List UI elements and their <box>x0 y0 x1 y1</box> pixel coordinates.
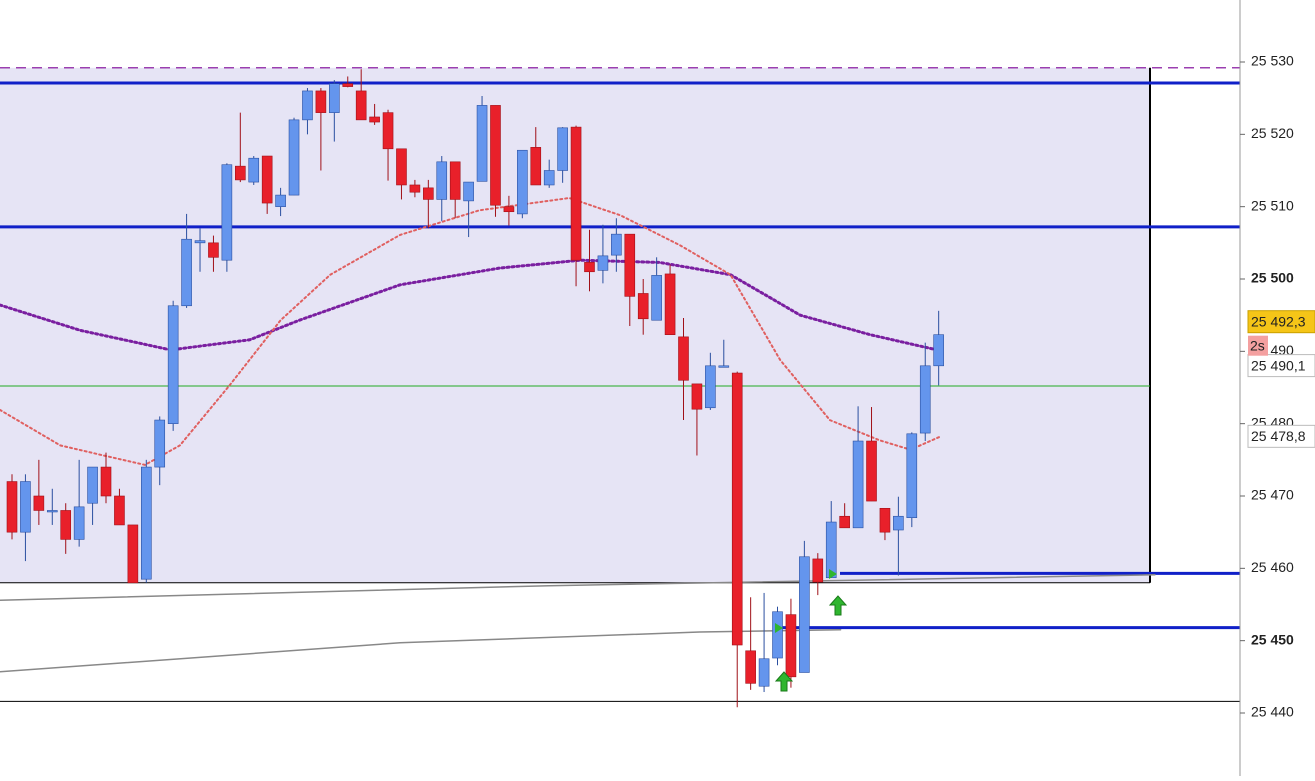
candle-body <box>584 262 595 273</box>
timer-label: 2s <box>1250 337 1265 353</box>
candle-body <box>557 127 568 171</box>
candle-body <box>288 119 300 196</box>
candle-body <box>919 365 931 434</box>
y-tick-label: 25 460 <box>1251 559 1294 575</box>
candle-body <box>73 506 85 540</box>
candle-body <box>933 334 944 367</box>
candle-body <box>624 233 636 297</box>
candle-body <box>785 614 797 678</box>
candle-body <box>490 105 501 206</box>
candle-body <box>248 157 260 183</box>
candle-body <box>20 481 31 533</box>
candle-body <box>409 184 421 193</box>
buy-arrow <box>828 595 848 616</box>
y-tick-label: 25 510 <box>1251 197 1294 213</box>
timer-badge <box>1248 335 1268 356</box>
candle-body <box>302 90 313 121</box>
candle-body <box>611 233 622 256</box>
candle-body <box>718 365 730 368</box>
candle-body <box>597 255 609 271</box>
candle-body <box>664 273 676 335</box>
candle-body <box>772 611 783 659</box>
candle-body <box>449 161 461 200</box>
candle-body <box>369 116 380 123</box>
candle-body <box>866 440 877 502</box>
y-tick-label: 25 470 <box>1251 487 1294 503</box>
price-badge-label: 25 492,3 <box>1251 313 1306 329</box>
signal-marker <box>775 623 783 633</box>
candle-body <box>46 510 58 513</box>
candle-body <box>476 105 488 182</box>
price-badge <box>1247 354 1315 378</box>
candle-body <box>517 149 528 215</box>
candle-body <box>423 187 434 200</box>
moving-average <box>0 629 842 673</box>
candle-body <box>221 164 233 261</box>
candle-body <box>141 466 152 580</box>
price-badge-label: 25 490,1 <box>1251 357 1306 373</box>
candle-body <box>651 275 662 321</box>
candle-body <box>275 194 286 207</box>
candle-body <box>745 650 756 684</box>
candle-body <box>33 495 45 511</box>
candle-body <box>355 90 367 121</box>
candle-body <box>167 305 179 424</box>
candle-body <box>235 165 246 181</box>
candle-body <box>758 658 770 687</box>
candle-body <box>6 481 18 533</box>
candle-body <box>503 206 515 213</box>
candle-body <box>208 242 219 258</box>
candle-body <box>705 365 716 409</box>
y-tick-label: 25 530 <box>1251 53 1294 69</box>
price-badge <box>1247 310 1315 334</box>
candle-body <box>463 181 474 202</box>
candle-body <box>114 495 125 526</box>
candle-body <box>181 238 192 307</box>
candle-body <box>893 515 904 531</box>
price-badge-label: 25 478,8 <box>1251 428 1306 444</box>
candle-body <box>87 466 98 504</box>
y-tick-label: 25 440 <box>1251 704 1294 720</box>
candle-body <box>799 556 810 673</box>
candle-body <box>436 161 448 200</box>
candle-body <box>852 440 864 529</box>
candle-body <box>127 524 139 584</box>
candle-body <box>396 148 407 186</box>
candle-body <box>879 507 891 533</box>
candle-body <box>570 126 582 261</box>
candle-body <box>382 112 394 150</box>
candle-body <box>100 466 112 497</box>
candle-body <box>194 240 206 244</box>
buy-arrow <box>774 671 794 692</box>
signals <box>774 569 848 692</box>
candle-body <box>839 515 850 529</box>
candle-body <box>530 147 542 186</box>
candle-body <box>154 419 166 468</box>
moving-average <box>0 196 941 466</box>
signal-marker <box>829 569 837 579</box>
moving-average <box>0 574 1156 601</box>
candle-body <box>691 383 703 410</box>
price-badge <box>1247 424 1315 448</box>
y-tick-label: 25 520 <box>1251 125 1294 141</box>
axis-panel <box>1240 0 1315 776</box>
candle-body <box>329 83 340 113</box>
candle-body <box>637 293 649 320</box>
candle-body <box>825 521 837 579</box>
candle-body <box>261 155 273 204</box>
candle-body <box>812 558 824 583</box>
candle-body <box>543 170 555 186</box>
candle-body <box>678 336 689 381</box>
candle-body <box>906 433 918 519</box>
candle-body <box>731 372 743 646</box>
candle-body <box>342 83 354 87</box>
y-tick-label: 25 450 <box>1251 631 1294 647</box>
y-tick-label: 25 500 <box>1251 270 1294 286</box>
candle-body <box>60 510 72 540</box>
candle-body <box>315 90 327 113</box>
